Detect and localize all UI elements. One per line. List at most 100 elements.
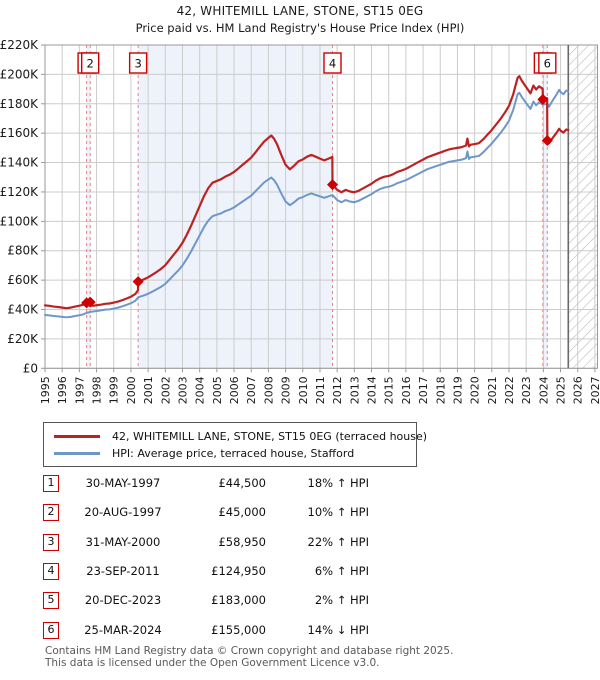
price-history-chart: 1995 1996 1997 1998 1999 2000 2001 2002 2003 2004…: [0, 38, 600, 404]
footer-copyright: Contains HM Land Registry data © Crown c…: [45, 645, 454, 657]
transaction-hpi-delta: 14% ↓ HPI: [307, 622, 369, 637]
transaction-price: £44,500: [218, 476, 266, 490]
legend: 42, WHITEMILL LANE, STONE, ST15 0EG (ter…: [43, 422, 427, 467]
sale-number-box: [80, 52, 100, 74]
sale-number-box: [323, 52, 342, 74]
x-axis-tick-label: 2023: [520, 376, 533, 404]
footer-licence: This data is licensed under the Open Gov…: [45, 656, 380, 669]
ownership-band: [86, 45, 91, 369]
transaction-price: £124,950: [211, 563, 266, 578]
sale-number-box: [128, 52, 148, 74]
y-axis-tick-label: £200K: [0, 67, 39, 81]
x-axis-tick-label: 1999: [108, 376, 121, 404]
x-axis-tick-label: 1995: [39, 376, 52, 404]
transaction-row: 5 20-DEC-2023 £183,000 2% ↑ HPI: [0, 592, 600, 612]
legend-item-property: 42, WHITEMILL LANE, STONE, ST15 0EG (ter…: [44, 428, 427, 445]
x-axis-tick-label: 2024: [537, 376, 550, 404]
y-axis-tick-label: £180K: [0, 97, 39, 111]
hpi-line: [44, 88, 570, 319]
x-axis-tick-label: 1996: [56, 376, 69, 404]
y-axis-tick-label: £80K: [7, 244, 39, 258]
transaction-price: £183,000: [211, 593, 266, 608]
sale-number-label: 6: [544, 57, 551, 71]
transaction-row: 3 31-MAY-2000 £58,950 22% ↑ HPI: [0, 533, 600, 554]
x-axis-tick-label: 2008: [262, 376, 275, 404]
sale-point-marker: [132, 276, 144, 288]
property-line-swatch: [54, 435, 100, 438]
row-number-badge: 4: [43, 562, 59, 580]
footer: Contains HM Land Registry data © Crown c…: [45, 645, 595, 669]
legend-item-hpi: HPI: Average price, terraced house, Staf…: [44, 445, 416, 462]
transaction-date: 25-MAR-2024: [84, 622, 162, 637]
future-hatch-region: [568, 45, 598, 369]
x-axis-tick-label: 2026: [572, 376, 585, 404]
transaction-hpi-delta: 10% ↑ HPI: [307, 505, 369, 520]
transaction-row: 4 23-SEP-2011 £124,950 6% ↑ HPI: [0, 562, 600, 583]
transaction-date: 23-SEP-2011: [86, 563, 160, 578]
transaction-price: £155,000: [211, 622, 266, 637]
transaction-row: 6 25-MAR-2024 £155,000 14% ↓ HPI: [0, 621, 600, 642]
x-axis-tick-label: 2001: [142, 376, 155, 404]
x-axis-tick-label: 2003: [176, 376, 189, 404]
y-axis-tick-label: £60K: [7, 273, 39, 287]
x-axis-tick-label: 2018: [434, 376, 447, 404]
transaction-row: 2 20-AUG-1997 £45,000 10% ↑ HPI: [0, 504, 600, 524]
x-axis-tick-label: 2015: [383, 376, 396, 404]
x-axis-tick-label: 2019: [451, 376, 464, 404]
x-axis-tick-label: 2010: [297, 376, 310, 404]
x-axis-tick-label: 1998: [91, 376, 104, 404]
chart-canvas: 1995 1996 1997 1998 1999 2000 2001 2002 2003 2004…: [0, 38, 600, 404]
hpi-line-swatch: [54, 452, 100, 455]
sale-point-marker: [84, 296, 96, 308]
ownership-band: [542, 45, 548, 369]
y-axis-tick-label: £40K: [7, 303, 39, 317]
x-axis-tick-label: 2004: [194, 376, 207, 404]
transaction-date: 20-AUG-1997: [84, 505, 162, 520]
x-axis-tick-label: 1997: [73, 376, 86, 404]
transaction-price: £58,950: [218, 534, 266, 549]
x-axis-tick-label: 2013: [348, 376, 361, 404]
row-number-badge: 5: [43, 592, 59, 610]
sale-point-marker: [537, 93, 549, 105]
x-axis-tick-label: 2000: [125, 376, 138, 404]
x-axis-tick-label: 2016: [400, 376, 413, 404]
sale-point-marker: [541, 135, 553, 147]
sale-number-label: 3: [134, 57, 141, 71]
x-axis-tick-label: 2002: [159, 376, 172, 404]
y-axis-tick-label: £120K: [0, 185, 39, 199]
row-number-badge: 2: [43, 504, 59, 522]
transaction-date: 31-MAY-2000: [85, 534, 161, 549]
sale-number-box: [538, 52, 557, 74]
transaction-row: 1 30-MAY-1997 £44,500 18% ↑ HPI: [0, 475, 600, 495]
legend-property-label: 42, WHITEMILL LANE, STONE, ST15 0EG (ter…: [112, 430, 428, 443]
y-axis-tick-label: £0: [23, 361, 38, 375]
x-axis-tick-label: 2009: [280, 376, 293, 404]
transaction-hpi-delta: 6% ↑ HPI: [314, 563, 369, 578]
x-axis-tick-label: 2027: [589, 376, 600, 404]
x-axis-tick-label: 2011: [314, 376, 327, 404]
row-number-badge: 1: [43, 475, 59, 492]
property-price-line: [43, 75, 570, 310]
y-axis-tick-label: £140K: [0, 156, 39, 170]
x-axis-tick-label: 2021: [486, 376, 499, 404]
y-axis-tick-label: £160K: [0, 126, 39, 140]
x-axis-tick-label: 2012: [331, 376, 344, 404]
x-axis-tick-label: 2025: [555, 376, 568, 404]
transaction-price: £45,000: [218, 505, 266, 520]
sale-number-label: 2: [87, 57, 94, 71]
y-axis-tick-label: £220K: [0, 38, 39, 52]
transaction-hpi-delta: 22% ↑ HPI: [307, 534, 369, 549]
legend-hpi-label: HPI: Average price, terraced house, Staf…: [112, 447, 355, 460]
transaction-hpi-delta: 2% ↑ HPI: [314, 593, 369, 608]
transaction-date: 30-MAY-1997: [85, 476, 161, 490]
x-axis-tick-label: 2020: [469, 376, 482, 404]
sale-number-label: 4: [329, 57, 336, 71]
y-axis-tick-label: £100K: [0, 214, 39, 228]
x-axis-tick-label: 2005: [211, 376, 224, 404]
row-number-badge: 3: [43, 533, 59, 551]
transaction-date: 20-DEC-2023: [84, 593, 162, 608]
transaction-hpi-delta: 18% ↑ HPI: [307, 476, 369, 490]
x-axis-tick-label: 2017: [417, 376, 430, 404]
x-axis-tick-label: 2007: [245, 376, 258, 404]
